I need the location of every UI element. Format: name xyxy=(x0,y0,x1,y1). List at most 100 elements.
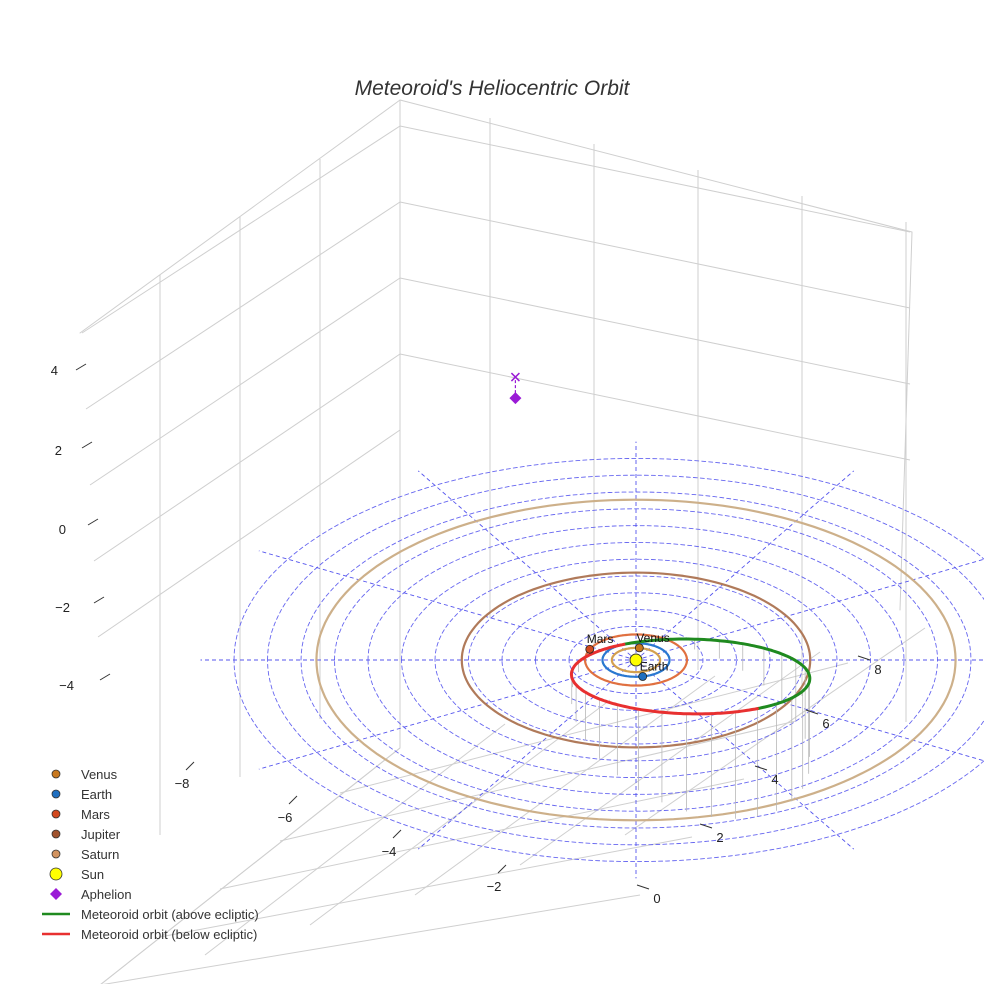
ecliptic-grid-spoke xyxy=(635,470,855,661)
box-floor-grid xyxy=(624,627,926,836)
y-tick-mark xyxy=(392,829,402,839)
legend-entry-aphelion[interactable]: Aphelion xyxy=(50,887,132,902)
ecliptic-grid-spoke xyxy=(635,558,984,661)
planet-marker-mars xyxy=(585,644,595,654)
x-tick-label: 2 xyxy=(716,830,723,845)
legend-label: Saturn xyxy=(81,847,119,862)
orbit-saturn xyxy=(315,498,957,822)
legend-marker xyxy=(51,829,61,839)
x-tick-mark xyxy=(636,884,650,890)
y-tick-label: −4 xyxy=(382,844,397,859)
legend-label: Meteoroid orbit (below ecliptic) xyxy=(81,927,257,942)
z-tick-label: 2 xyxy=(55,443,62,458)
box-left-zgrid xyxy=(89,277,401,486)
legend-entry-mars[interactable]: Mars xyxy=(51,807,110,822)
legend-entry-venus[interactable]: Venus xyxy=(51,767,118,782)
y-tick-mark xyxy=(288,795,298,805)
y-tick-label: −8 xyxy=(175,776,190,791)
meteoroid-orbit xyxy=(569,637,812,716)
legend-entry-saturn[interactable]: Saturn xyxy=(51,847,119,862)
x-tick-mark xyxy=(754,765,768,771)
y-tick-mark xyxy=(497,864,507,874)
z-tick-label: 4 xyxy=(51,363,58,378)
legend-label: Meteoroid orbit (above ecliptic) xyxy=(81,907,259,922)
ecliptic-grid-ring xyxy=(468,575,804,745)
z-tick-mark xyxy=(75,363,87,371)
legend-entry-meteoroid-orbit-above-ecliptic-[interactable]: Meteoroid orbit (above ecliptic) xyxy=(42,907,259,922)
box-back-zgrid xyxy=(399,125,911,233)
legend-entry-sun[interactable]: Sun xyxy=(49,867,104,882)
z-tick-mark xyxy=(93,596,105,604)
box-back-zgrid xyxy=(399,201,911,309)
ecliptic-grid-spoke xyxy=(258,550,637,661)
box-floor-grid xyxy=(339,662,849,794)
box-floor-grid xyxy=(519,651,821,866)
z-tick-label: −2 xyxy=(55,600,70,615)
box-floor-grid xyxy=(279,720,797,842)
legend-label: Earth xyxy=(81,787,112,802)
x-tick-label: 8 xyxy=(874,662,881,677)
box-floor-grid xyxy=(159,836,693,938)
legend-entry-jupiter[interactable]: Jupiter xyxy=(51,827,121,842)
meteoroid-orbit-above xyxy=(622,637,812,711)
legend-label: Aphelion xyxy=(81,887,132,902)
ecliptic-grid-spoke xyxy=(635,659,855,850)
ecliptic-grid-spoke xyxy=(635,659,984,762)
box-back-wall xyxy=(399,99,913,611)
legend-entry-meteoroid-orbit-below-ecliptic-[interactable]: Meteoroid orbit (below ecliptic) xyxy=(42,927,257,942)
legend-marker xyxy=(51,769,61,779)
legend-marker xyxy=(51,789,61,799)
box-left-zgrid xyxy=(97,429,401,638)
z-tick-label: −4 xyxy=(59,678,74,693)
ecliptic-grid xyxy=(200,441,984,879)
ecliptic-grid-ring xyxy=(267,474,984,846)
planet-label-mars: Mars xyxy=(587,632,614,646)
legend-label: Venus xyxy=(81,767,118,782)
meteoroid-orbit-below xyxy=(569,642,759,716)
x-tick-label: 0 xyxy=(653,891,660,906)
bodies: Venus Earth Mars xyxy=(509,372,670,681)
legend-marker xyxy=(51,849,61,859)
ecliptic-grid-ring xyxy=(300,491,972,829)
box-back-zgrid xyxy=(399,353,911,461)
sun-marker xyxy=(629,653,643,667)
x-tick-label: 6 xyxy=(822,716,829,731)
ecliptic-grid-spoke xyxy=(417,470,637,661)
aphelion-x-marker xyxy=(510,372,520,382)
planet-marker-earth xyxy=(638,672,648,681)
z-tick-mark xyxy=(99,673,111,681)
planet-label-earth: Earth xyxy=(640,659,669,673)
legend-label: Mars xyxy=(81,807,110,822)
box-floor-grid xyxy=(102,894,641,984)
y-tick-mark xyxy=(185,761,195,771)
legend-label: Sun xyxy=(81,867,104,882)
box-left-zgrid xyxy=(85,201,401,410)
y-tick-label: −6 xyxy=(278,810,293,825)
legend[interactable]: Venus Earth Mars Jupiter Saturn Sun Aphelion Me… xyxy=(42,767,259,942)
chart-title: Meteoroid's Heliocentric Orbit xyxy=(355,77,631,100)
planet-marker-venus xyxy=(634,643,644,653)
box-back-zgrid xyxy=(399,277,911,385)
meteoroid-drop-lines xyxy=(571,639,810,819)
box-floor-grid xyxy=(204,723,506,956)
orbit-venus xyxy=(610,646,662,674)
z-tick-mark xyxy=(87,518,99,526)
legend-marker xyxy=(49,867,63,881)
planet-label-venus: Venus xyxy=(636,631,669,645)
z-tick-mark xyxy=(81,441,93,449)
orbit-jupiter xyxy=(460,571,812,749)
box-left-zgrid xyxy=(93,353,401,562)
ecliptic-grid-spoke xyxy=(417,659,637,850)
orbit-mars xyxy=(583,633,689,687)
legend-label: Jupiter xyxy=(81,827,121,842)
z-tick-label: 0 xyxy=(59,522,66,537)
planet-orbits xyxy=(315,498,957,822)
legend-entry-earth[interactable]: Earth xyxy=(51,787,112,802)
box-left-zgrid xyxy=(81,125,401,334)
legend-marker xyxy=(50,888,62,900)
y-tick-label: −2 xyxy=(487,879,502,894)
box-floor-grid xyxy=(219,778,745,890)
axis-ticks: 4 2 0 −2 −4 0 2 4 6 8 −2 −4 −6 −8 xyxy=(51,363,882,906)
